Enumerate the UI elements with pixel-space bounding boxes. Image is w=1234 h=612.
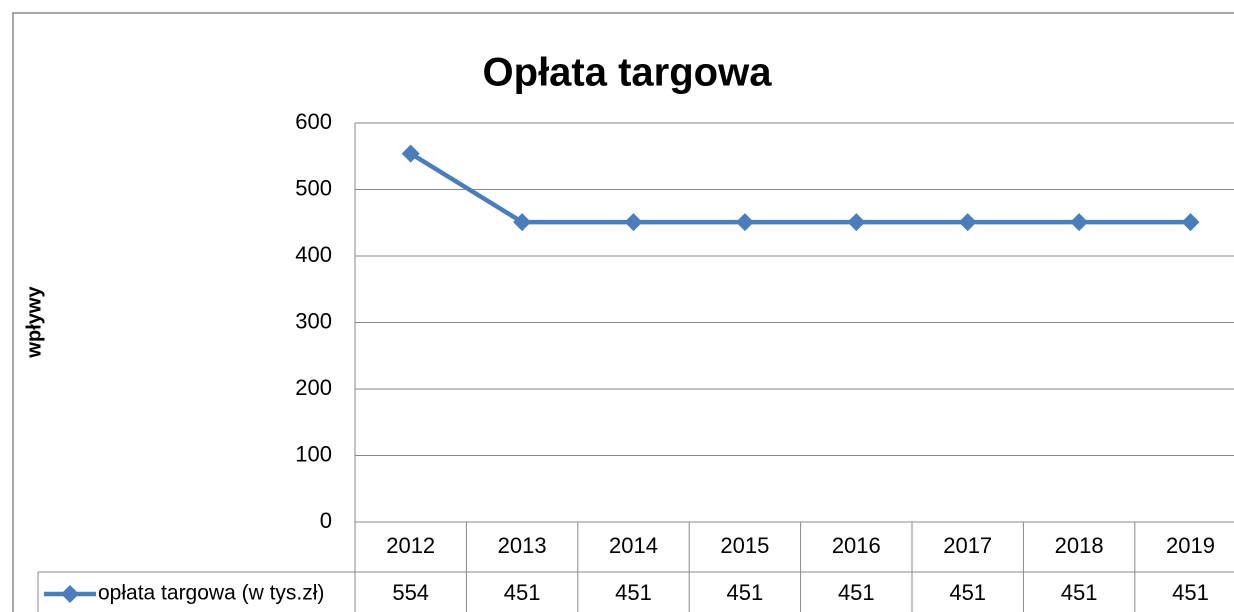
y-tick-label: 200 xyxy=(295,375,332,400)
point xyxy=(1181,213,1200,232)
point xyxy=(847,213,866,232)
y-axis-label: wpływy xyxy=(23,286,45,359)
x-tick-label: 2016 xyxy=(832,533,881,558)
table-value: 451 xyxy=(504,580,541,605)
y-tick-label: 400 xyxy=(295,242,332,267)
point xyxy=(513,213,532,232)
y-tick-label: 500 xyxy=(295,175,332,200)
table-value: 451 xyxy=(615,580,652,605)
point xyxy=(1070,213,1089,232)
x-tick-label: 2015 xyxy=(720,533,769,558)
x-tick-label: 2017 xyxy=(943,533,992,558)
table-value: 451 xyxy=(727,580,764,605)
chart-frame xyxy=(12,12,1234,612)
x-tick-label: 2018 xyxy=(1055,533,1104,558)
legend-label: opłata targowa (w tys.zł) xyxy=(98,582,324,605)
chart-title: Opłata targowa xyxy=(483,51,773,95)
point xyxy=(735,213,754,232)
table-value: 451 xyxy=(949,580,986,605)
x-tick-label: 2012 xyxy=(386,533,435,558)
point xyxy=(958,213,977,232)
series-line xyxy=(409,151,1191,225)
table-value: 451 xyxy=(1172,580,1209,605)
x-tick-label: 2014 xyxy=(609,533,658,558)
y-tick-label: 600 xyxy=(295,109,332,134)
legend-marker xyxy=(61,585,79,603)
point xyxy=(624,213,643,232)
point xyxy=(401,144,420,163)
y-tick-label: 300 xyxy=(295,308,332,333)
x-tick-label: 2013 xyxy=(498,533,547,558)
table-value: 451 xyxy=(1061,580,1098,605)
table-value: 451 xyxy=(838,580,875,605)
x-tick-label: 2019 xyxy=(1166,533,1215,558)
table-value: 554 xyxy=(392,580,429,605)
y-tick-label: 0 xyxy=(320,508,332,533)
y-tick-label: 100 xyxy=(295,441,332,466)
